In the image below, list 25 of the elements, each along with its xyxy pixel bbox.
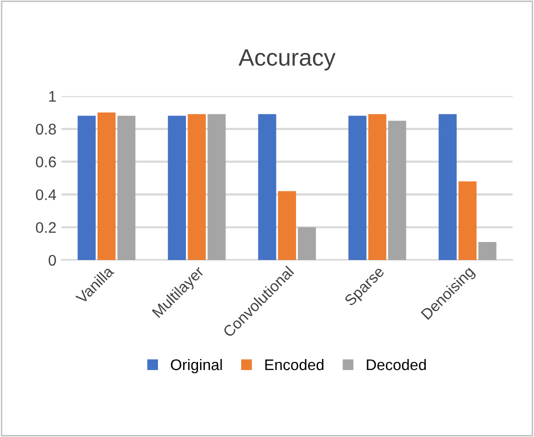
bar: [117, 116, 136, 260]
legend-label: Decoded: [366, 358, 426, 370]
chart-title: Accuracy: [238, 49, 336, 70]
legend-label: Encoded: [265, 358, 324, 370]
bar: [258, 114, 276, 260]
bar: [438, 114, 457, 260]
bar: [168, 116, 186, 260]
y-tick-label: 0.4: [36, 189, 56, 200]
bar: [208, 114, 226, 260]
bar: [98, 112, 116, 260]
y-tick-label: 0.6: [36, 156, 56, 168]
bar: [388, 120, 406, 260]
y-tick-label: 0: [48, 254, 56, 266]
bar: [278, 191, 296, 260]
bar: [368, 114, 386, 260]
bar: [348, 116, 366, 260]
y-tick-label: 1: [49, 91, 56, 102]
legend-label: Original: [170, 358, 222, 374]
y-tick-label: 0.8: [36, 124, 56, 135]
bar: [458, 181, 477, 260]
bar: [78, 116, 96, 260]
bar: [188, 114, 206, 260]
bar: [478, 242, 496, 260]
bar: [298, 227, 316, 260]
y-tick-label: 0.2: [36, 222, 56, 233]
